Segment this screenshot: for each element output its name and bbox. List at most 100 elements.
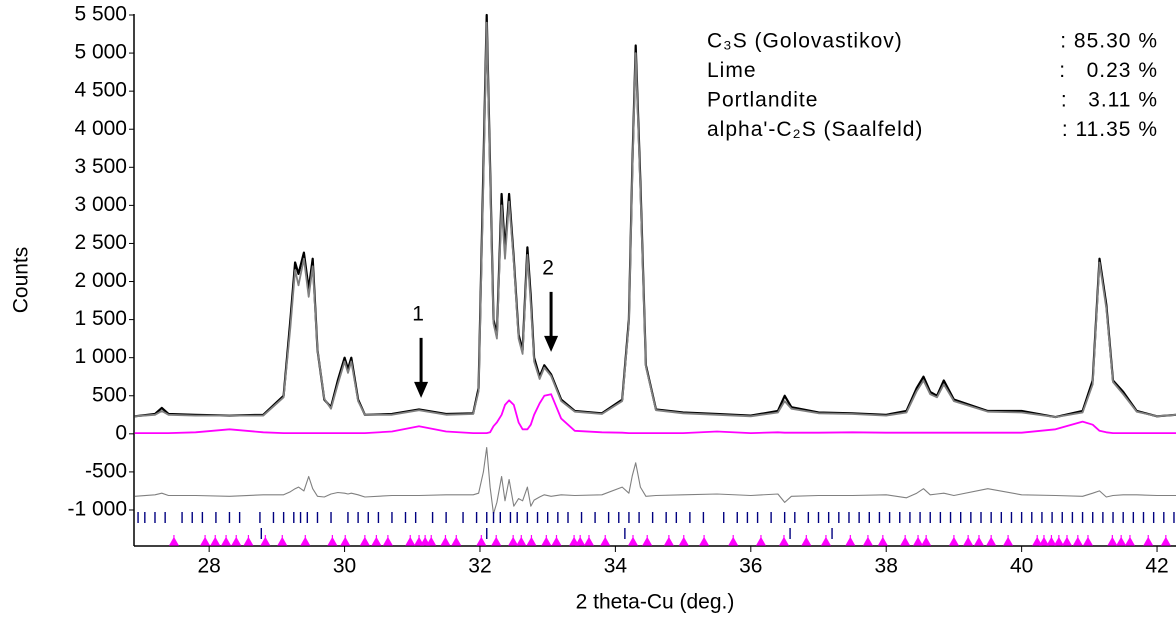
reflection-marker [900, 535, 911, 546]
y-tick-label: 1 500 [74, 307, 127, 330]
phase-amount: : 85.30 % [1060, 30, 1158, 53]
reflection-marker [1072, 535, 1083, 546]
reflection-marker [575, 535, 586, 546]
y-tick-label: 5 000 [74, 41, 127, 64]
phase-amount: : 11.35 % [1062, 118, 1158, 141]
phase-name: alpha'-C₂S (Saalfeld) [707, 118, 923, 141]
x-tick-label: 40 [1010, 555, 1033, 578]
reflection-marker [414, 535, 425, 546]
reflection-marker [913, 535, 924, 546]
reflection-marker [755, 535, 766, 546]
reflection-marker [1061, 535, 1073, 546]
y-tick-label: 0 [115, 421, 127, 444]
y-tick-label: 1 000 [74, 345, 127, 368]
reflection-marker [663, 535, 674, 546]
x-tick-label: 42 [1145, 555, 1168, 578]
phase-name: Lime [707, 59, 757, 82]
pattern-line [134, 393, 1176, 434]
y-tick-label: -500 [85, 459, 127, 482]
reflection-marker [551, 535, 562, 546]
reflection-marker [327, 535, 338, 546]
reflection-marker [371, 535, 382, 546]
x-tick-label: 38 [875, 555, 898, 578]
y-tick-label: 3 500 [74, 155, 127, 178]
reflection-marker [526, 535, 537, 546]
reflection-marker [476, 535, 487, 546]
phase-name: Portlandite [707, 89, 818, 112]
reflection-marker [963, 535, 974, 546]
y-tick-label: 2 000 [74, 269, 127, 292]
reflection-marker [300, 535, 311, 546]
y-axis-label: Counts [10, 247, 33, 314]
pattern-line [134, 21, 1176, 418]
y-tick-label: -1 000 [67, 498, 127, 521]
pattern-line [134, 13, 1176, 419]
reflection-marker [260, 535, 271, 546]
reflection-marker [678, 535, 689, 546]
reflection-marker [877, 535, 888, 546]
reflection-marker [1107, 535, 1118, 546]
reflection-marker [516, 535, 527, 546]
reflection-marker [168, 535, 179, 546]
reflection-marker [451, 535, 462, 546]
pattern-line [134, 446, 1176, 515]
reflection-marker [1038, 535, 1050, 546]
reflection-marker [728, 535, 739, 546]
reflection-marker [627, 535, 639, 546]
reflection-marker [921, 535, 932, 546]
reflection-marker [231, 535, 242, 546]
reflection-marker [1082, 535, 1094, 546]
x-tick-label: 30 [333, 555, 356, 578]
x-tick-label: 32 [468, 555, 491, 578]
reflection-marker [200, 535, 211, 546]
x-axis-label: 2 theta-Cu (deg.) [576, 591, 735, 614]
reflection-marker [426, 535, 437, 546]
annotation: 2 [542, 256, 554, 279]
reflection-marker [340, 535, 351, 546]
reflection-marker [948, 535, 959, 546]
reflection-marker [541, 535, 552, 546]
reflection-marker [801, 535, 812, 546]
y-tick-label: 4 000 [74, 117, 127, 140]
y-tick-label: 3 000 [74, 193, 127, 216]
y-tick-label: 5 500 [74, 3, 127, 26]
reflection-marker [699, 535, 710, 546]
reflection-marker [221, 535, 232, 546]
phase-amount: : 3.11 % [1061, 89, 1158, 112]
reflection-marker [1160, 535, 1171, 546]
annotation: 1 [412, 302, 424, 325]
reflection-marker [642, 535, 653, 546]
phase-name: C₃S (Golovastikov) [707, 30, 903, 53]
reflection-marker [1032, 535, 1043, 546]
reflection-marker [359, 535, 370, 546]
reflection-marker [243, 535, 254, 546]
reflection-marker [845, 535, 856, 546]
reflection-marker [862, 535, 873, 546]
reflection-marker [569, 535, 580, 546]
reflection-marker [986, 535, 997, 546]
reflection-marker [1124, 535, 1135, 546]
reflection-marker [210, 535, 221, 546]
reflection-marker [1053, 535, 1064, 546]
y-tick-label: 500 [92, 383, 127, 406]
reflection-marker [508, 535, 519, 546]
reflection-marker [382, 535, 393, 546]
arrow-head [544, 335, 559, 352]
x-tick-label: 34 [604, 555, 628, 578]
reflection-marker [440, 535, 451, 546]
reflection-marker [778, 535, 790, 546]
arrow-head [414, 381, 429, 398]
reflection-marker [820, 535, 831, 546]
x-tick-label: 28 [197, 555, 220, 578]
reflection-marker [277, 535, 288, 546]
x-tick-label: 36 [739, 555, 762, 578]
reflection-marker [1003, 535, 1014, 546]
y-tick-label: 2 500 [74, 231, 127, 254]
reflection-marker [1116, 535, 1127, 546]
reflection-marker [1143, 535, 1154, 546]
reflection-marker [491, 535, 502, 546]
reflection-marker [583, 535, 595, 546]
reflection-marker [1046, 535, 1057, 546]
y-tick-label: 4 500 [74, 79, 127, 102]
